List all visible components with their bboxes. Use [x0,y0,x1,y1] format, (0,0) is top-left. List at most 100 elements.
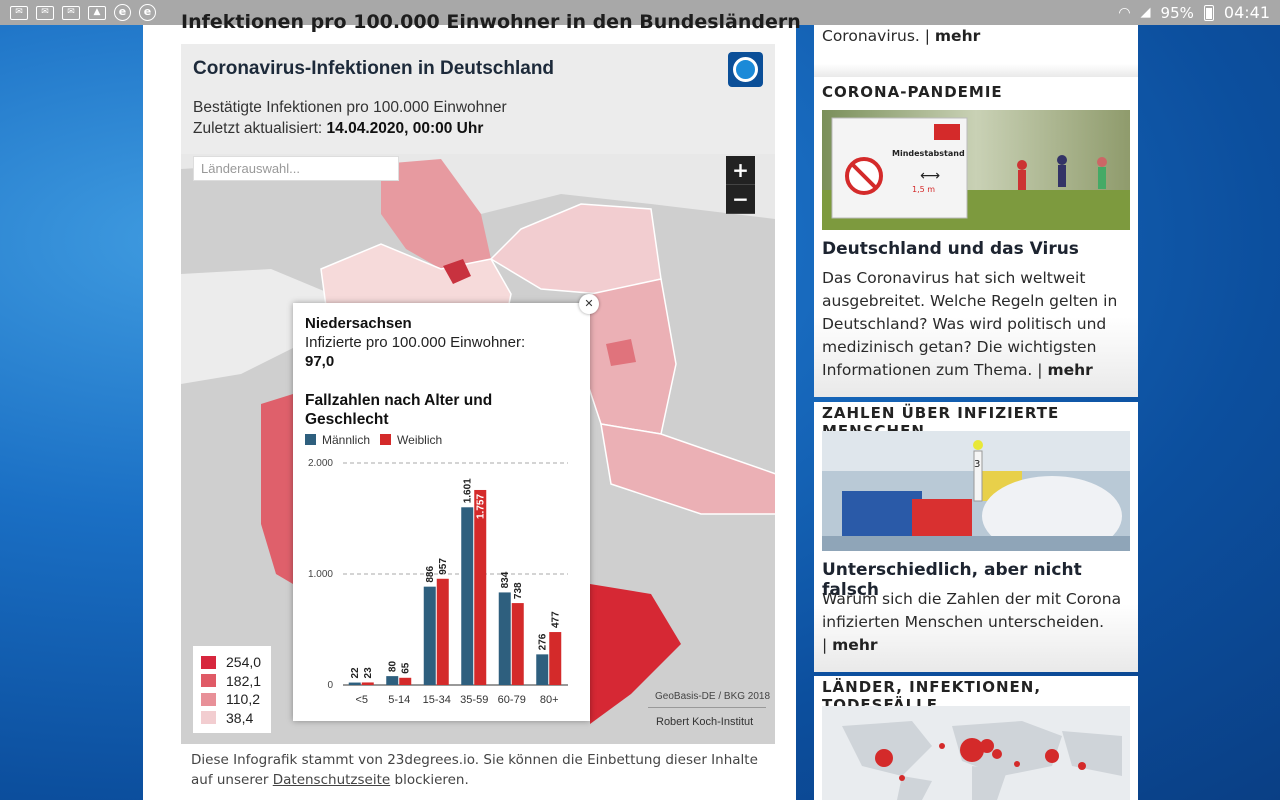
x-tick-label: 60-79 [498,694,526,706]
mail-icon: ✉ [36,5,54,20]
zoom-in-button[interactable]: + [726,156,755,185]
bar-male [386,676,399,685]
zoom-out-button[interactable]: − [726,185,755,214]
data-label: 834 [500,571,511,588]
infographic[interactable]: Coronavirus-Infektionen in Deutschland B… [181,44,775,744]
teaser-image-world-map[interactable] [822,706,1130,800]
bar-female [474,489,487,685]
legend-item: 254,0 [201,653,263,672]
more-link[interactable]: mehr [832,636,878,654]
tooltip-value: 97,0 [305,353,335,370]
data-label: 957 [438,558,449,575]
data-label: 1.757 [476,494,487,519]
data-label: 22 [350,667,361,679]
article-column: Infektionen pro 100.000 Einwohner in den… [143,11,801,800]
bar-male [348,682,361,685]
teaser-block[interactable]: Coronavirus. | mehr [814,25,1138,77]
x-tick-label: 5-14 [388,694,410,706]
wifi-icon: ◠ [1118,4,1131,21]
clock: 04:41 [1223,3,1270,22]
y-tick-label: 0 [327,680,333,691]
more-link[interactable]: mehr [1047,361,1093,379]
y-tick-label: 1.000 [308,569,333,580]
state-berlin[interactable] [606,339,636,366]
zoom-controls: + − [726,156,755,214]
chart-legend: Männlich Weiblich [305,433,442,447]
battery-level: 95% [1160,3,1194,22]
bar-female [436,578,449,685]
bar-female [511,603,524,685]
region-tooltip: ✕ Niedersachsen Infizierte pro 100.000 E… [293,294,599,721]
credit-divider [648,707,766,708]
mail-icon: ✉ [10,5,28,20]
source-credit: Robert Koch-Institut [656,716,754,728]
infographic-title: Coronavirus-Infektionen in Deutschland [193,58,555,79]
state-bayern[interactable] [590,584,681,724]
teaser-heading: CORONA-PANDEMIE [822,83,1003,101]
teaser-image-lab[interactable]: 3 [822,431,1130,551]
tagesschau-logo [728,52,763,87]
privacy-link[interactable]: Datenschutzseite [272,772,391,788]
infographic-footer: Diese Infografik stammt von 23degrees.io… [191,752,758,788]
bar-male [498,592,511,685]
battery-icon [1203,4,1214,21]
chart-title: Fallzahlen nach Alter und Geschlecht [305,392,493,428]
sea-area-north [181,154,775,219]
state-nrw[interactable] [261,394,293,584]
bar-female [549,632,562,685]
geo-credit: GeoBasis-DE / BKG 2018 [655,691,771,702]
legend-item: 38,4 [201,709,263,728]
data-label: 23 [363,667,374,679]
more-link[interactable]: mehr [934,27,981,45]
x-tick-label: 80+ [540,694,559,706]
mail-icon: ✉ [62,5,80,20]
country-select-input[interactable]: Länderauswahl... [193,156,399,181]
signal-icon: ◢ [1140,5,1151,20]
map-legend: 254,0 182,1 110,2 38,4 [193,646,271,733]
e-icon: e [114,4,131,21]
state-mecklenburg-vorpommern[interactable] [489,203,662,295]
legend-entry-male: Männlich [305,433,370,447]
legend-entry-female: Weiblich [380,433,442,447]
teaser-text: Warum sich die Zahlen der mit Corona inf… [822,590,1122,654]
data-label: 276 [538,633,549,650]
data-label: 477 [551,611,562,628]
y-tick-label: 2.000 [308,458,333,469]
teaser-zahlen-infizierte[interactable]: ZAHLEN ÜBER INFIZIERTE MENSCHEN 3 Unters… [814,402,1138,672]
sidebar: Coronavirus. | mehr CORONA-PANDEMIE Mind… [814,25,1138,800]
teaser-image-mindestabstand[interactable]: Mindestabstand ⟷ 1,5 m [822,110,1130,230]
legend-item: 110,2 [201,690,263,709]
state-hamburg[interactable] [443,259,471,284]
image-icon: ▲ [88,5,106,20]
x-tick-label: 35-59 [460,694,488,706]
data-label: 738 [513,582,524,599]
state-schleswig-holstein[interactable] [381,159,491,269]
age-gender-bar-chart: 0 1.000 2.000 22 23 <5 80 65 5-14 886 957 15-34 1.60… [308,458,568,706]
sea-area [181,269,331,384]
tooltip-label: Infizierte pro 100.000 Einwohner: [305,334,526,351]
x-tick-label: 15-34 [423,694,451,706]
bar-male [423,586,436,685]
updated-date: 14.04.2020, 00:00 Uhr [326,120,484,137]
bar-male [461,507,474,685]
teaser-title[interactable]: Deutschland und das Virus [822,239,1079,259]
state-sachsen[interactable] [600,423,775,515]
teaser-text: Das Coronavirus hat sich weltweit ausgeb… [822,269,1118,379]
teaser-corona-pandemie[interactable]: CORONA-PANDEMIE Mindestabstand ⟷ 1,5 m [814,77,1138,397]
data-label: 65 [401,662,412,674]
section-heading: Infektionen pro 100.000 Einwohner in den… [181,11,801,33]
svg-text:⟷: ⟷ [920,168,940,184]
status-bar: ✉ ✉ ✉ ▲ e e ◠ ◢ 95% 04:41 [0,0,1280,25]
data-label: 80 [388,661,399,673]
sign-distance: 1,5 m [912,185,935,194]
teaser-laender-infektionen[interactable]: LÄNDER, INFEKTIONEN, TODESFÄLLE [814,676,1138,800]
teaser-title[interactable]: Unterschiedlich, aber nicht falsch [822,560,1082,600]
x-tick-label: <5 [355,694,368,706]
close-icon[interactable]: ✕ [579,294,599,314]
data-label: 1.601 [463,478,474,503]
infographic-subtitle: Bestätigte Infektionen pro 100.000 Einwo… [193,99,507,137]
sign-text: Mindestabstand [892,149,965,158]
legend-item: 182,1 [201,672,263,691]
bar-female [399,677,412,685]
tooltip-region: Niedersachsen [305,315,412,332]
